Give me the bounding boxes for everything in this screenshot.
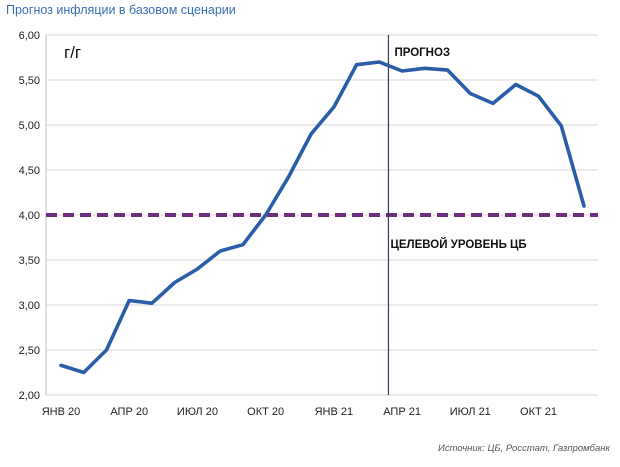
y-tick-label: 5,00 [19, 120, 40, 132]
y-tick-label: 2,00 [19, 390, 40, 402]
x-tick-label: АПР 21 [383, 406, 421, 418]
y-unit-label: г/г [64, 43, 81, 62]
x-tick-label: ЯНВ 21 [315, 406, 354, 418]
x-tick-label: ИЮЛ 21 [450, 406, 491, 418]
y-tick-label: 2,50 [19, 345, 40, 357]
inflation-series-line [59, 60, 586, 375]
x-tick-label: ИЮЛ 20 [177, 406, 218, 418]
x-axis-ticks: ЯНВ 20 АПР 20 ИЮЛ 20 ОКТ 20 ЯНВ 21 АПР 21 ИЮЛ … [42, 406, 557, 418]
chart-title: Прогноз инфляции в базовом сценарии [6, 3, 236, 17]
x-tick-label: ОКТ 20 [247, 406, 284, 418]
x-tick-label: АПР 20 [110, 406, 148, 418]
y-tick-label: 3,00 [19, 300, 40, 312]
source-note: Источник: ЦБ, Росстат, Газпромбанк [438, 443, 610, 454]
y-tick-label: 3,50 [19, 255, 40, 267]
x-tick-label: ОКТ 21 [520, 406, 557, 418]
y-axis-ticks: 2,00 2,50 3,00 3,50 4,00 4,50 5,00 5,50 6,00 [19, 30, 40, 402]
forecast-label: ПРОГНОЗ [394, 47, 450, 59]
y-tick-label: 5,50 [19, 75, 40, 87]
target-level-label: ЦЕЛЕВОЙ УРОВЕНЬ ЦБ [390, 238, 526, 251]
y-tick-label: 6,00 [19, 30, 40, 42]
y-tick-label: 4,00 [19, 210, 40, 222]
x-tick-label: ЯНВ 20 [42, 406, 81, 418]
y-tick-label: 4,50 [19, 165, 40, 177]
